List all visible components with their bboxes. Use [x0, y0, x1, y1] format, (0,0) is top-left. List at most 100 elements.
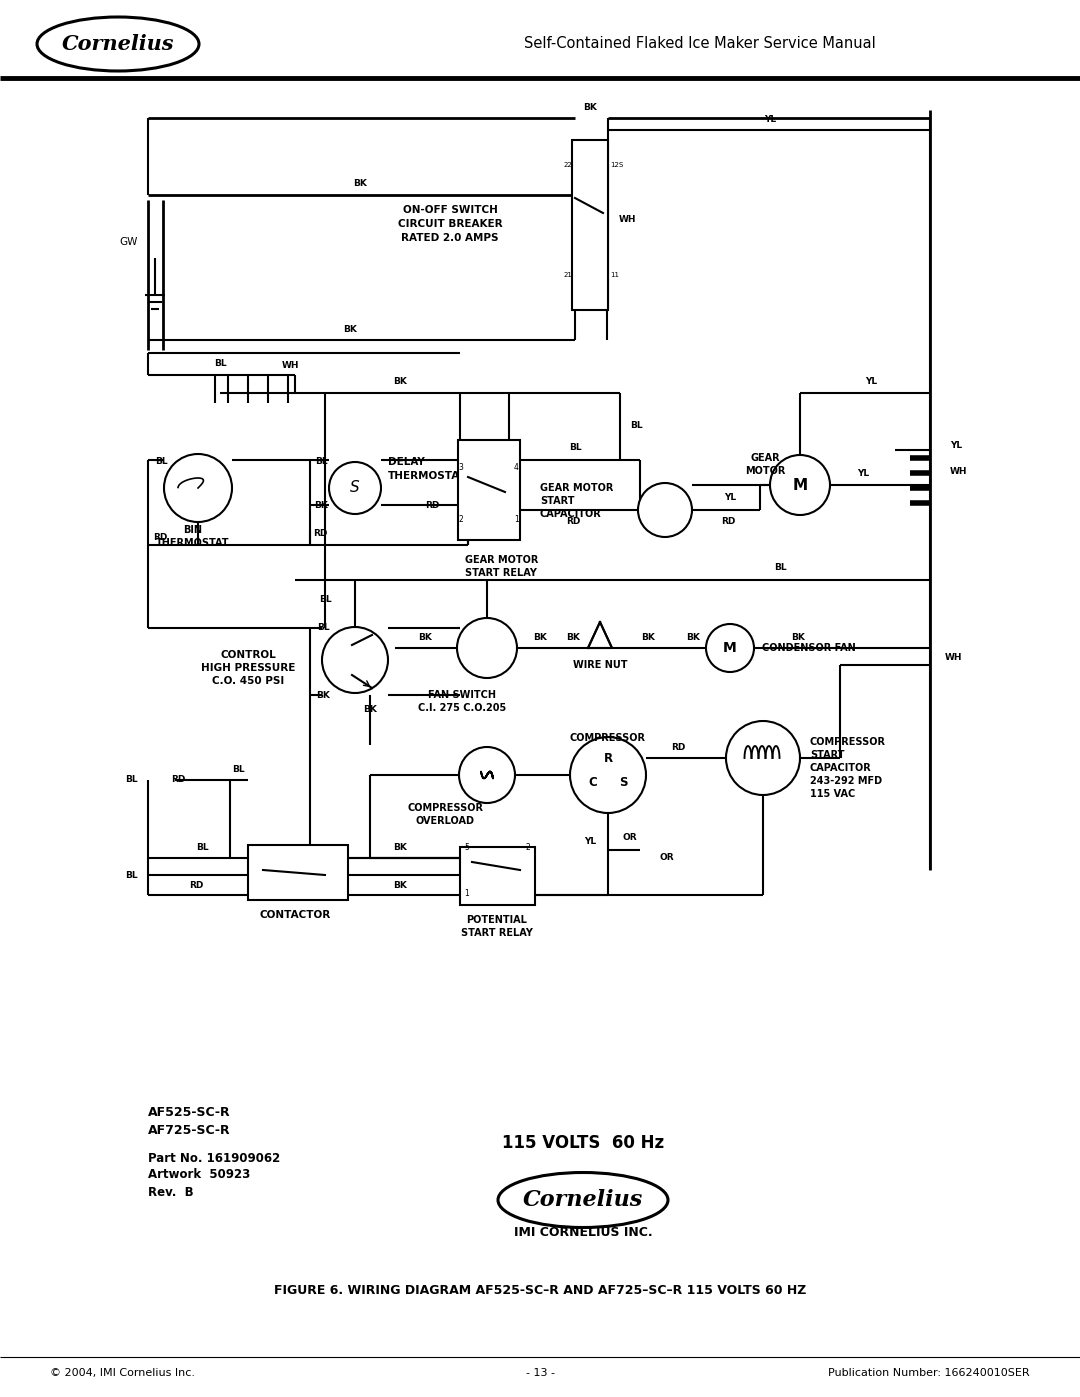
Text: 243-292 MFD: 243-292 MFD [810, 775, 882, 787]
Text: YL: YL [950, 440, 962, 450]
Text: R: R [604, 752, 612, 764]
Text: START: START [540, 496, 575, 506]
Text: BK: BK [316, 690, 330, 700]
Text: GEAR MOTOR: GEAR MOTOR [465, 555, 538, 564]
Text: START: START [810, 750, 845, 760]
Text: RD: RD [720, 517, 735, 527]
Text: 3: 3 [458, 462, 463, 472]
Text: FIGURE 6. WIRING DIAGRAM AF525-SC–R AND AF725–SC–R 115 VOLTS 60 HZ: FIGURE 6. WIRING DIAGRAM AF525-SC–R AND … [274, 1284, 806, 1296]
Text: BK: BK [686, 633, 700, 641]
Text: 11: 11 [610, 272, 619, 278]
Text: CONTROL: CONTROL [220, 650, 275, 659]
Text: 5: 5 [464, 844, 469, 852]
Text: BK: BK [314, 500, 328, 510]
Text: OVERLOAD: OVERLOAD [416, 816, 474, 826]
Text: BK: BK [393, 377, 407, 387]
Text: CIRCUIT BREAKER: CIRCUIT BREAKER [397, 219, 502, 229]
Circle shape [329, 462, 381, 514]
Text: 2: 2 [458, 515, 463, 524]
Circle shape [457, 617, 517, 678]
Text: GW: GW [120, 237, 138, 247]
Text: 115 VOLTS  60 Hz: 115 VOLTS 60 Hz [502, 1134, 664, 1153]
Text: BL: BL [156, 457, 168, 467]
Text: AF725-SC-R: AF725-SC-R [148, 1123, 231, 1137]
Text: 4: 4 [514, 462, 518, 472]
Text: GEAR MOTOR: GEAR MOTOR [540, 483, 613, 493]
Text: C: C [589, 777, 597, 789]
Circle shape [706, 624, 754, 672]
Text: BK: BK [363, 705, 377, 714]
Text: C.O. 450 PSI: C.O. 450 PSI [212, 676, 284, 686]
Text: BL: BL [214, 359, 227, 367]
Bar [248, 845, 348, 900]
Text: BL: BL [630, 420, 643, 429]
Text: RD: RD [566, 517, 580, 527]
Circle shape [570, 738, 646, 813]
Text: BK: BK [791, 633, 805, 641]
Text: IMI CORNELIUS INC.: IMI CORNELIUS INC. [514, 1225, 652, 1239]
Text: © 2004, IMI Cornelius Inc.: © 2004, IMI Cornelius Inc. [50, 1368, 195, 1377]
Text: BL: BL [319, 595, 332, 605]
Text: OR: OR [623, 834, 637, 842]
Bar [572, 140, 608, 310]
Text: BK: BK [353, 179, 367, 187]
Text: BL: BL [569, 443, 581, 453]
Text: HIGH PRESSURE: HIGH PRESSURE [201, 664, 295, 673]
Text: WIRE NUT: WIRE NUT [572, 659, 627, 671]
Text: BK: BK [418, 633, 432, 641]
Text: GEAR: GEAR [751, 453, 780, 462]
Text: BIN: BIN [184, 525, 203, 535]
Text: COMPRESSOR: COMPRESSOR [407, 803, 483, 813]
Text: BL: BL [125, 775, 138, 785]
Text: S: S [619, 777, 627, 789]
Ellipse shape [498, 1172, 669, 1228]
Text: BL: BL [773, 563, 786, 573]
Text: WH: WH [950, 468, 968, 476]
Text: BL: BL [232, 764, 244, 774]
Text: RATED 2.0 AMPS: RATED 2.0 AMPS [402, 233, 499, 243]
Circle shape [322, 627, 388, 693]
Text: 12S: 12S [610, 162, 623, 168]
Text: BL: BL [315, 457, 328, 467]
Text: M: M [724, 641, 737, 655]
Text: YL: YL [584, 837, 596, 847]
Text: COMPRESSOR: COMPRESSOR [810, 738, 886, 747]
Text: YL: YL [764, 115, 777, 123]
Text: CONTACTOR: CONTACTOR [259, 909, 330, 921]
Text: Rev.  B: Rev. B [148, 1186, 193, 1199]
Text: POTENTIAL: POTENTIAL [467, 915, 527, 925]
Text: YL: YL [856, 469, 869, 479]
Text: YL: YL [724, 493, 737, 503]
Text: RD: RD [426, 500, 440, 510]
Text: BK: BK [642, 633, 654, 641]
Text: 115 VAC: 115 VAC [810, 789, 855, 799]
Circle shape [726, 721, 800, 795]
Text: BK: BK [393, 882, 407, 890]
Text: RD: RD [671, 742, 685, 752]
Text: CONDENSOR FAN: CONDENSOR FAN [762, 643, 855, 652]
Text: Cornelius: Cornelius [62, 34, 174, 54]
Ellipse shape [37, 17, 199, 71]
Circle shape [638, 483, 692, 536]
Text: FAN SWITCH: FAN SWITCH [428, 690, 496, 700]
Text: AF525-SC-R: AF525-SC-R [148, 1105, 231, 1119]
Text: BK: BK [393, 842, 407, 852]
Text: BK: BK [343, 324, 356, 334]
Text: 1: 1 [514, 515, 518, 524]
Text: CAPACITOR: CAPACITOR [540, 509, 602, 520]
Text: START RELAY: START RELAY [461, 928, 532, 937]
Text: BL: BL [125, 870, 138, 880]
Text: YL: YL [865, 377, 877, 387]
Text: Part No. 161909062: Part No. 161909062 [148, 1151, 280, 1165]
Text: START RELAY: START RELAY [465, 569, 537, 578]
Text: CAPACITOR: CAPACITOR [810, 763, 872, 773]
Text: RD: RD [189, 882, 203, 890]
Text: WH: WH [619, 215, 636, 225]
Text: ON-OFF SWITCH: ON-OFF SWITCH [403, 205, 498, 215]
Polygon shape [588, 622, 612, 648]
Text: RD: RD [171, 775, 185, 785]
Circle shape [459, 747, 515, 803]
Text: OR: OR [660, 854, 675, 862]
Bar [460, 847, 535, 905]
Text: Publication Number: 166240010SER: Publication Number: 166240010SER [828, 1368, 1030, 1377]
